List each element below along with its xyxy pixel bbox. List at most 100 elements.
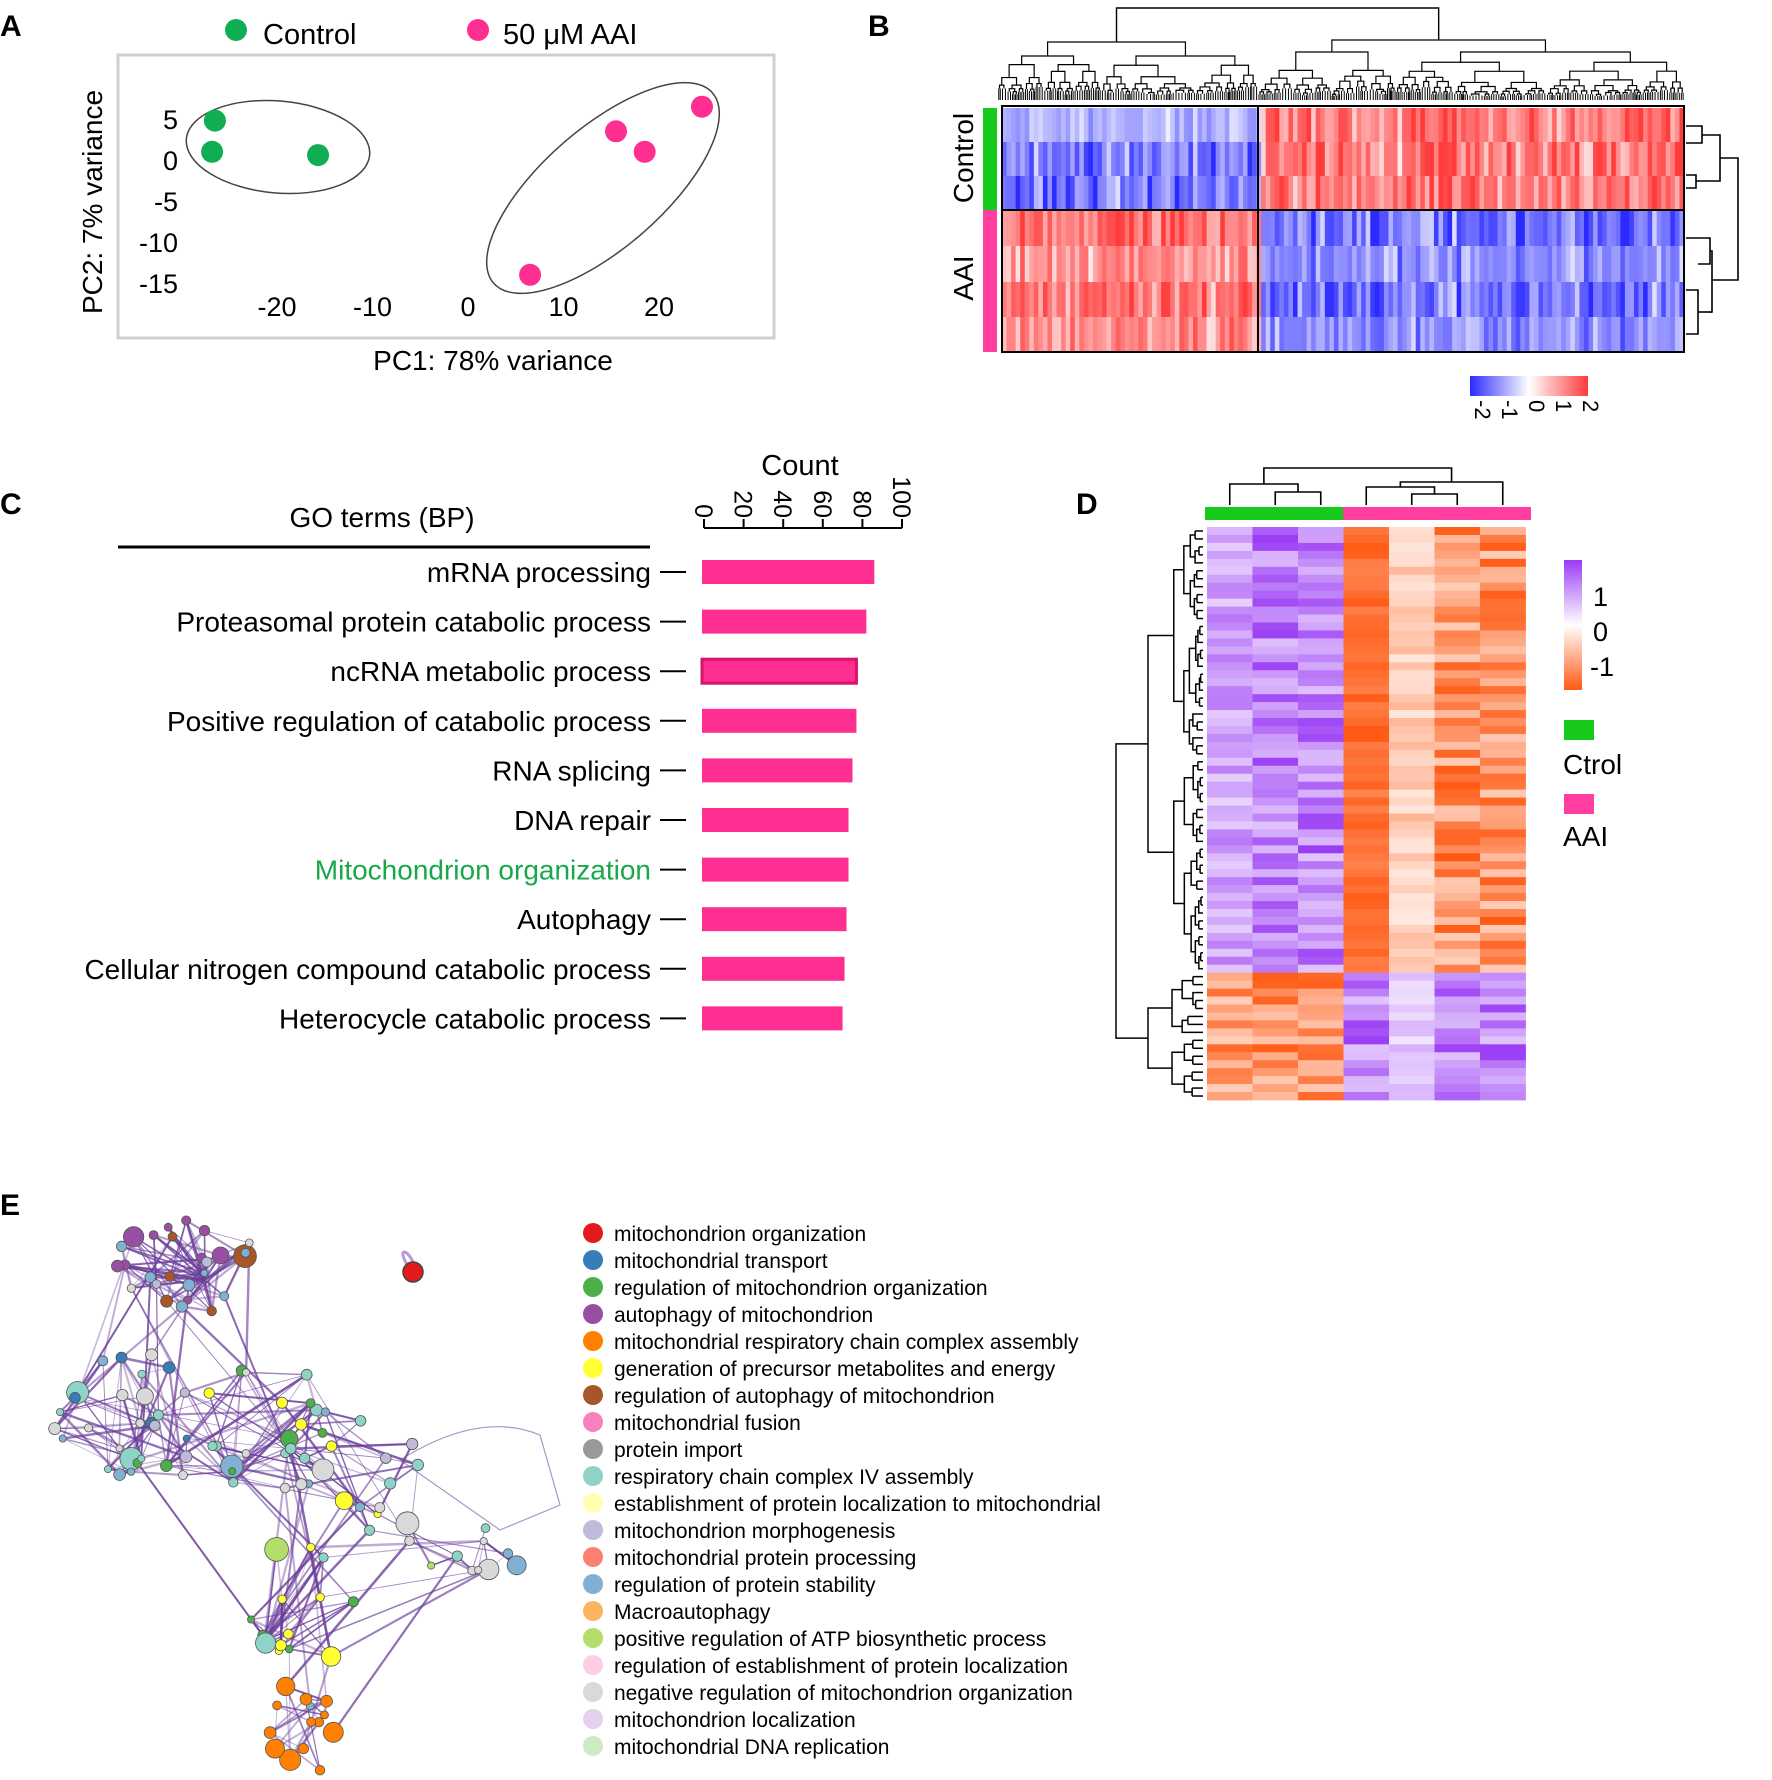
b-dendro-branch — [1411, 83, 1419, 90]
c-axis-ticklabel: 0 — [689, 504, 717, 518]
d-heat-cell — [1298, 972, 1344, 982]
b-heat-cell — [1547, 176, 1553, 210]
b-heat-cell — [1202, 142, 1208, 176]
d-heat-cell — [1389, 869, 1435, 878]
b-heat-cell — [1124, 142, 1130, 176]
b-heat-cell — [1556, 176, 1562, 210]
b-heat-cell — [1579, 282, 1585, 317]
d-heat-cell — [1434, 542, 1481, 552]
b-heat-cell — [1374, 210, 1380, 246]
d-heat-cell — [1298, 670, 1344, 679]
b-heat-cell — [1092, 108, 1099, 142]
b-heat-cell — [1283, 317, 1290, 352]
b-heat-cell — [1679, 282, 1685, 317]
b-heat-cell — [1174, 142, 1180, 176]
b-heat-cell — [1261, 108, 1267, 142]
d-heat-cell — [1434, 550, 1481, 560]
e-legend-swatch — [583, 1439, 603, 1459]
b-heat-cell — [1356, 108, 1362, 142]
e-network-edge — [54, 1428, 132, 1460]
pca-xtick: 0 — [460, 292, 475, 322]
b-colorbar: -2 -1 0 1 2 — [1470, 376, 1603, 420]
b-heat-cell — [1452, 317, 1458, 352]
b-heat-cell — [1279, 246, 1285, 282]
d-heat-cell — [1207, 909, 1253, 918]
b-heat-cell — [1179, 282, 1185, 317]
b-heat-cell — [1406, 317, 1412, 352]
d-heat-cell — [1298, 1012, 1344, 1021]
b-heat-cell — [1515, 210, 1521, 246]
b-heat-cell — [1347, 108, 1353, 142]
d-heat-cell — [1434, 964, 1481, 974]
b-heat-cell — [1597, 282, 1603, 317]
d-heat-cell — [1252, 1060, 1299, 1069]
b-heat-cell — [1606, 317, 1612, 352]
e-network-edge — [398, 1426, 561, 1531]
b-dendro-branch — [1396, 87, 1402, 92]
e-network-edge — [276, 1704, 325, 1716]
d-ctrl-bar — [1205, 507, 1343, 520]
e-legend-swatch — [583, 1601, 603, 1621]
d-heat-cell — [1343, 853, 1390, 862]
b-heat-cell — [1497, 246, 1503, 282]
b-heat-cell — [1292, 176, 1299, 210]
d-heat-cell — [1298, 1060, 1344, 1069]
e-network-node — [411, 1458, 424, 1472]
d-heat-cell — [1298, 590, 1344, 600]
b-heat-cell — [1115, 142, 1121, 176]
b-heat-cell — [1274, 246, 1280, 282]
b-heat-cell — [1579, 210, 1585, 246]
d-heat-cell — [1252, 1020, 1299, 1029]
b-heat-cell — [1315, 176, 1321, 210]
b-heat-cell — [1365, 246, 1371, 282]
b-heat-cell — [1593, 246, 1599, 282]
b-heat-cell — [1006, 108, 1012, 142]
b-heat-cell — [1493, 176, 1499, 210]
b-heat-cell — [1338, 282, 1344, 317]
e-legend-label: respiratory chain complex IV assembly — [614, 1466, 974, 1489]
b-heat-cell — [1447, 142, 1453, 176]
d-heat-cell — [1252, 566, 1299, 576]
b-heat-cell — [1606, 176, 1612, 210]
c-bar — [700, 657, 858, 685]
b-heat-cell — [1270, 210, 1276, 246]
b-heat-cell — [1633, 282, 1640, 317]
b-heat-cell — [1188, 246, 1194, 282]
b-heat-cell — [1615, 317, 1621, 352]
d-heat-cell — [1298, 598, 1344, 607]
b-heat-cell — [1011, 317, 1017, 352]
b-block-box — [1257, 209, 1685, 353]
d-heat-cell — [1389, 574, 1435, 584]
b-heat-cell — [1611, 210, 1617, 246]
b-heat-cell — [1520, 246, 1526, 282]
d-heat-cell — [1434, 909, 1481, 918]
b-heat-cell — [1215, 142, 1221, 176]
b-heat-cell — [1120, 210, 1126, 246]
d-heat-cell — [1252, 821, 1299, 830]
b-heat-cell — [1052, 246, 1058, 282]
b-heat-cell — [1247, 142, 1253, 176]
b-heat-cell — [1356, 246, 1362, 282]
b-heat-cell — [1115, 246, 1121, 282]
b-heat-cell — [1079, 108, 1085, 142]
panel-e-network: mitochondrion organizationmitochondrial … — [48, 1215, 1101, 1776]
d-heat-cell — [1480, 1060, 1526, 1069]
d-heat-cell — [1389, 590, 1435, 600]
d-heat-cell — [1298, 542, 1344, 552]
b-dendro-branch — [1423, 80, 1430, 88]
b-heat-cell — [1433, 176, 1440, 210]
d-heat-cell — [1480, 821, 1526, 830]
b-heat-cell — [1615, 246, 1621, 282]
b-heat-cell — [1470, 282, 1476, 317]
b-heat-cell — [1633, 246, 1640, 282]
d-heat-cell — [1434, 1060, 1481, 1069]
b-heat-cell — [1556, 142, 1562, 176]
b-dendro-branch — [1445, 86, 1452, 92]
b-heat-cell — [1138, 108, 1144, 142]
b-heat-cell — [1402, 108, 1408, 142]
b-heat-cell — [1443, 282, 1449, 317]
b-heat-cell — [1179, 176, 1185, 210]
d-heat-cell — [1434, 1052, 1481, 1061]
b-dendro-branch — [1315, 87, 1321, 92]
e-network-node — [427, 1561, 436, 1570]
